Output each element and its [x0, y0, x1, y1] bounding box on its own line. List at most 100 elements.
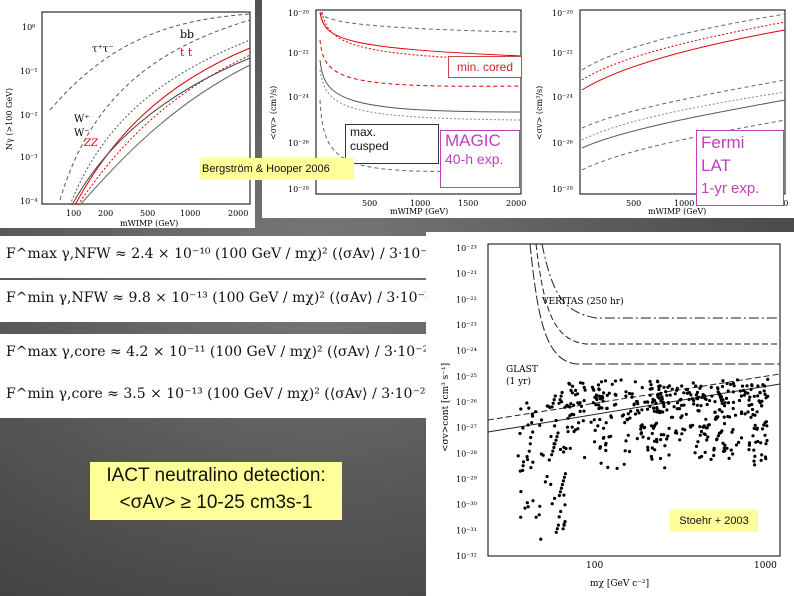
ytick: 10⁻²⁶	[288, 139, 309, 148]
curve-gray	[319, 59, 522, 113]
curve-dotted	[69, 39, 251, 206]
ytick: 10⁻²⁶	[456, 398, 477, 407]
model-point	[703, 450, 707, 454]
model-point	[578, 409, 582, 413]
iact-callout-line2: <σAv> ≥ 10-25 cm3s-1	[119, 492, 313, 513]
model-point	[691, 381, 695, 385]
model-point	[577, 401, 581, 406]
ytick: 10⁻²⁸	[456, 449, 477, 458]
model-point	[663, 444, 667, 448]
model-point	[581, 381, 585, 385]
model-point	[663, 466, 667, 470]
model-point	[525, 501, 529, 505]
credit-stoehr-box: Stoehr + 2003	[670, 510, 758, 532]
model-point	[668, 393, 672, 397]
model-point	[652, 406, 656, 410]
model-point	[562, 450, 566, 454]
ytick: 10⁻²²	[288, 49, 309, 58]
model-point	[549, 482, 553, 486]
model-point	[667, 426, 671, 430]
model-point	[640, 423, 644, 427]
model-point	[653, 448, 657, 452]
model-point	[605, 393, 609, 397]
model-point	[593, 395, 597, 399]
curve-red-dashed	[319, 39, 522, 87]
model-point	[518, 431, 522, 436]
model-point	[720, 384, 725, 389]
model-point	[747, 441, 752, 445]
model-point	[685, 391, 689, 395]
iact-callout-line1: IACT neutralino detection:	[106, 465, 326, 486]
model-point	[708, 399, 712, 403]
label-bb: bb	[180, 28, 194, 41]
model-point	[714, 417, 718, 421]
model-point	[594, 403, 598, 407]
model-point	[693, 451, 697, 455]
model-point	[596, 383, 601, 387]
curve-veritas-3	[541, 243, 780, 319]
model-point	[527, 406, 531, 410]
model-point	[531, 499, 535, 503]
model-point	[518, 469, 522, 473]
model-point	[680, 414, 684, 418]
model-point	[614, 393, 618, 397]
model-point	[710, 394, 714, 398]
model-point	[628, 416, 632, 420]
model-point	[525, 455, 529, 459]
model-point	[646, 445, 650, 449]
model-point	[569, 388, 573, 392]
model-point	[639, 431, 644, 435]
model-point	[650, 446, 654, 450]
model-point	[609, 414, 613, 418]
model-point	[664, 390, 668, 394]
model-point	[659, 433, 663, 437]
model-point	[689, 393, 693, 397]
model-point	[598, 445, 602, 449]
ytick: 10⁻²⁷	[456, 424, 477, 433]
model-point	[700, 454, 704, 459]
xtick: 500	[362, 199, 377, 208]
model-point	[601, 396, 605, 400]
model-point	[725, 381, 729, 386]
model-point	[572, 403, 576, 407]
label-veritas: VERITAS (250 hr)	[541, 296, 624, 307]
model-point	[597, 403, 601, 407]
model-point	[682, 403, 686, 407]
model-point	[655, 437, 659, 441]
model-point	[704, 417, 708, 421]
model-point	[550, 453, 554, 457]
model-point	[592, 418, 596, 422]
model-point	[633, 380, 637, 384]
model-point	[527, 449, 531, 453]
model-point	[719, 395, 723, 399]
model-point	[718, 408, 722, 412]
model-point	[760, 453, 764, 457]
model-point	[552, 398, 556, 402]
curve-ww	[71, 57, 251, 206]
model-point	[654, 401, 658, 405]
ytick: 10⁻⁴	[20, 197, 38, 206]
model-point	[655, 379, 660, 383]
model-point	[677, 407, 682, 411]
model-point	[752, 394, 756, 398]
model-point	[623, 421, 627, 425]
model-point	[763, 392, 767, 396]
xtick: 2000	[228, 209, 248, 218]
model-point	[552, 445, 556, 450]
curve-gray-dotted	[581, 91, 786, 141]
model-point	[716, 387, 720, 391]
label-tautau: τ⁺τ⁻	[92, 44, 114, 55]
model-point	[735, 378, 740, 382]
model-point	[521, 464, 525, 468]
model-point	[752, 448, 756, 452]
model-point	[700, 395, 704, 399]
model-point	[543, 480, 547, 484]
model-point	[740, 410, 744, 414]
model-point	[666, 434, 670, 438]
curve-red-dotted	[321, 11, 522, 61]
equation-nfw-max: F^max γ,NFW ≈ 2.4 × 10⁻¹⁰ (100 GeV / mχ)…	[0, 236, 622, 278]
model-point	[732, 384, 736, 388]
model-point	[556, 431, 560, 435]
model-point	[765, 424, 769, 428]
model-point	[691, 423, 695, 427]
